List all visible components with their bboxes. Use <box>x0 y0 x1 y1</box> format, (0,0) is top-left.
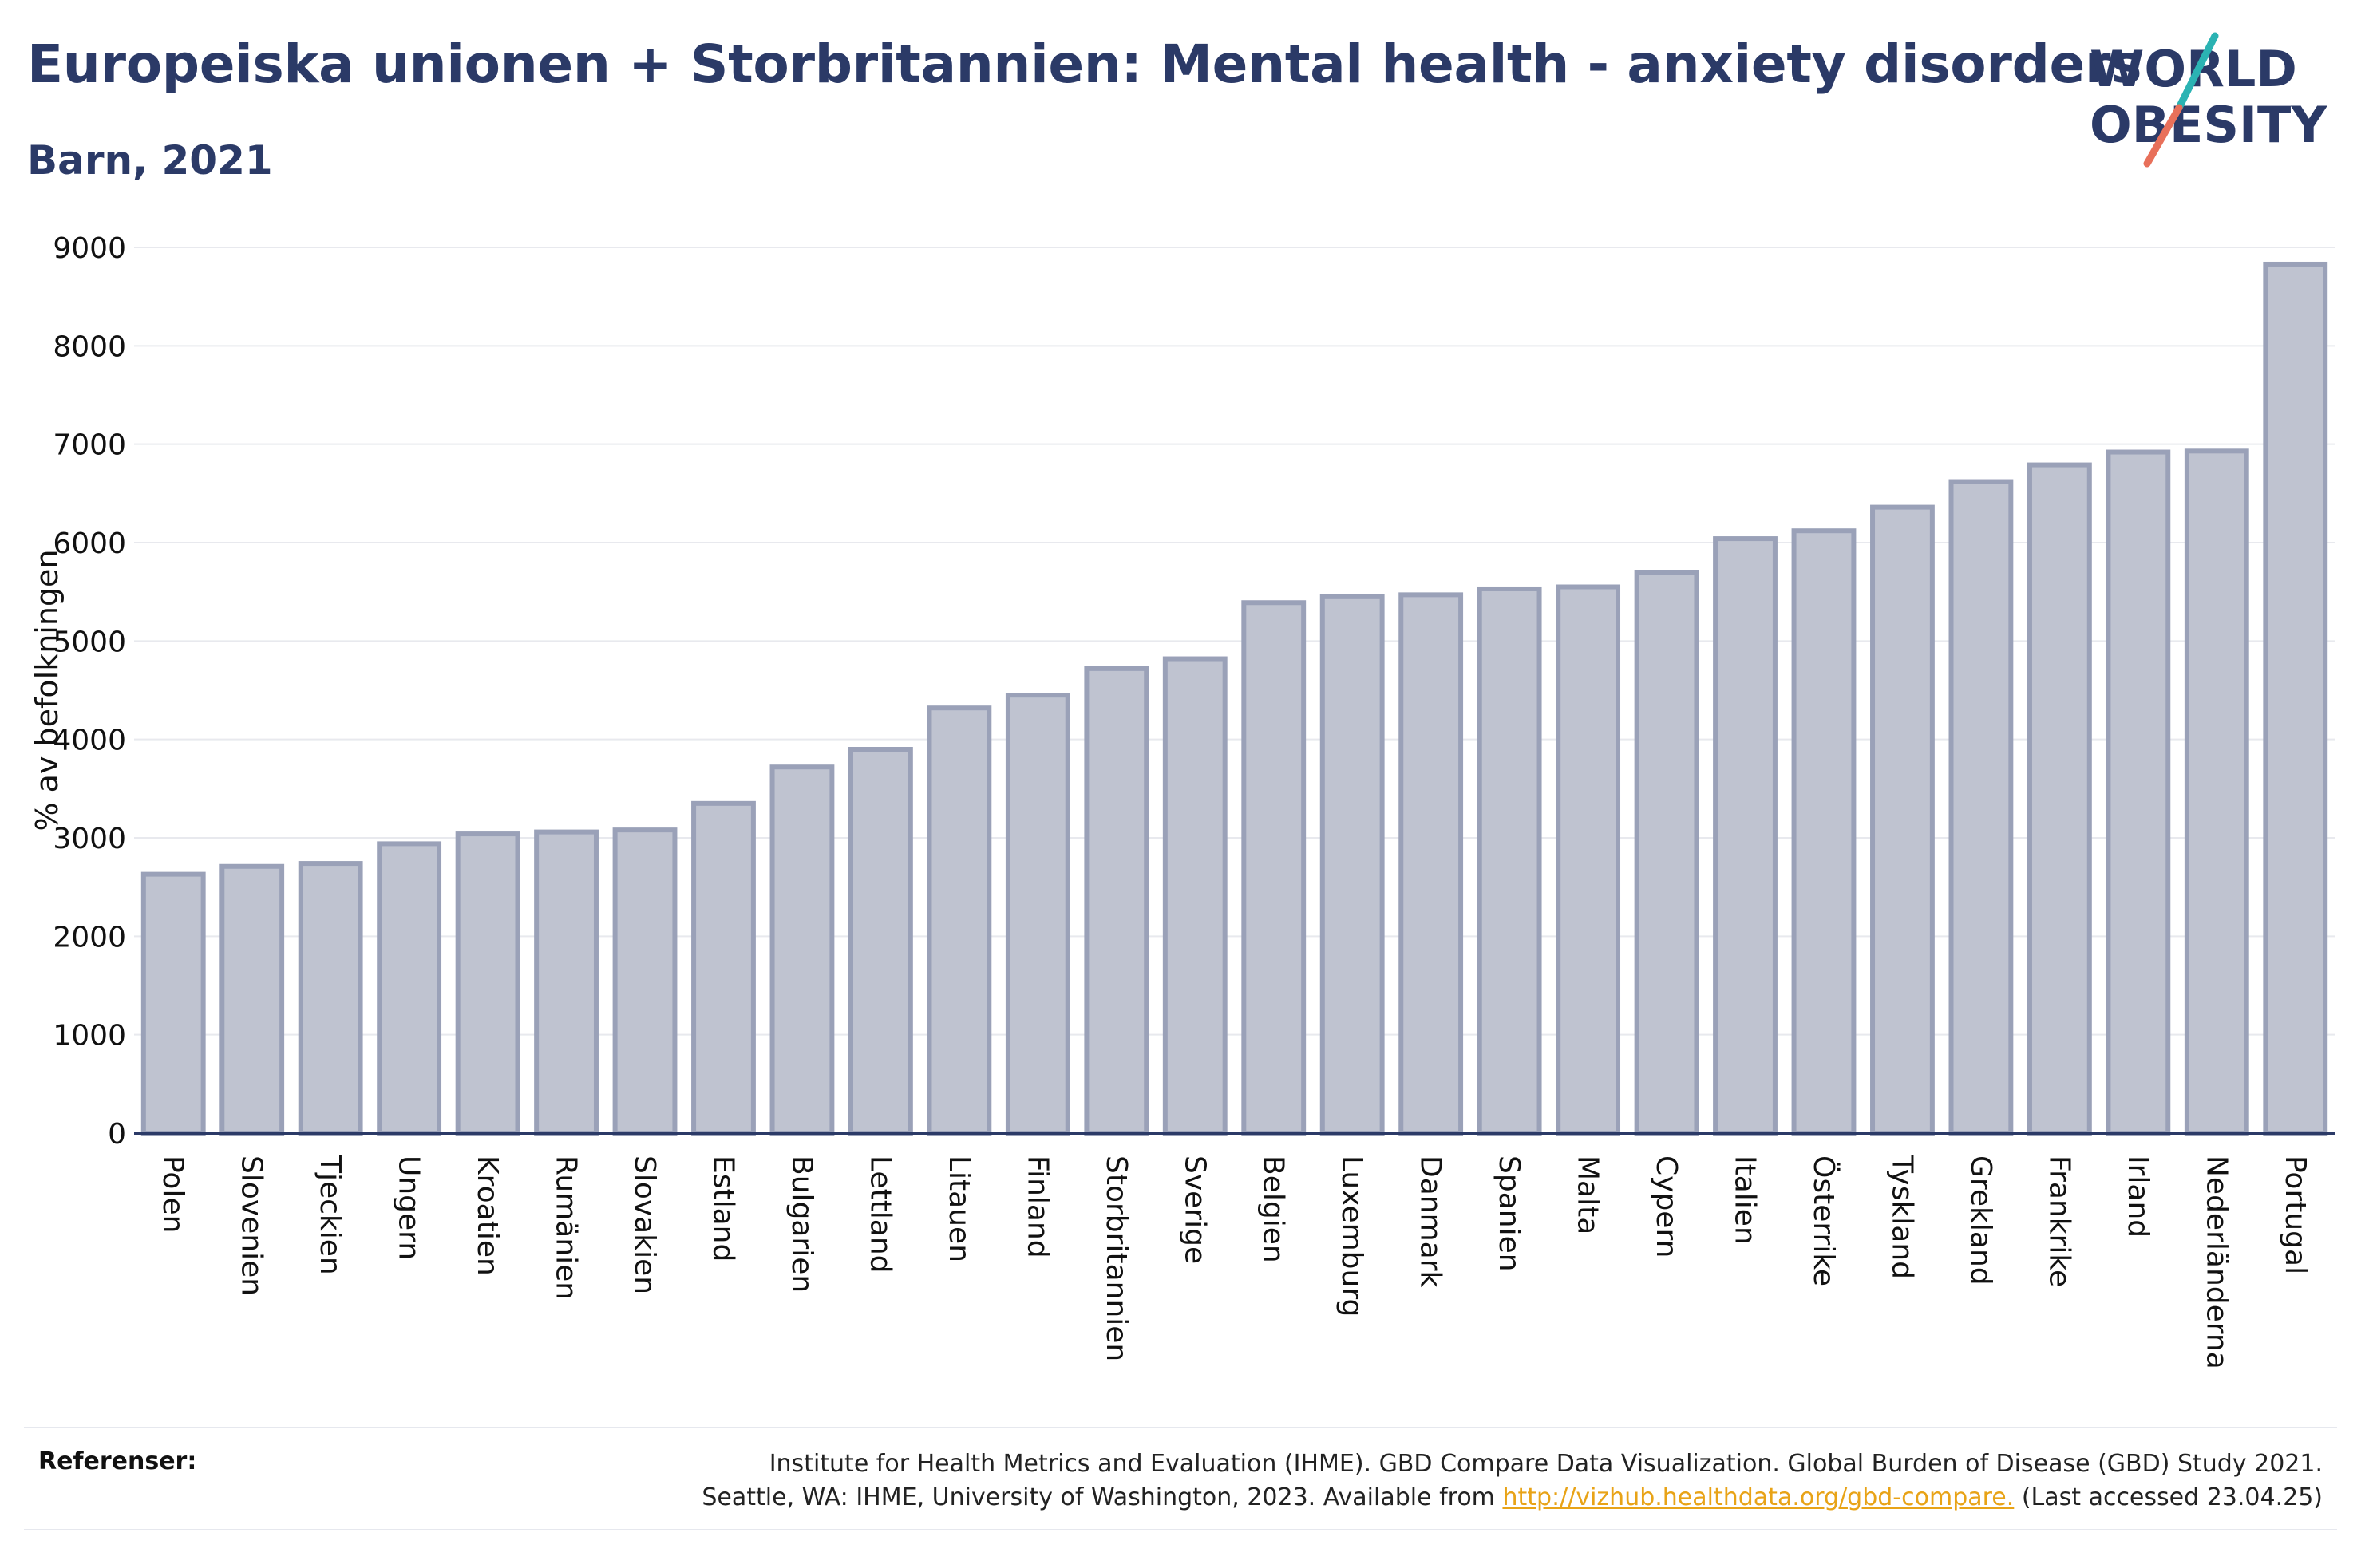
bar-malta <box>1556 584 1621 1136</box>
x-tick-label: Frankrike <box>2043 1155 2075 1287</box>
reference-line1: Institute for Health Metrics and Evaluat… <box>769 1450 2323 1478</box>
bar-danmark <box>1398 592 1464 1136</box>
y-tick-label: 7000 <box>53 429 126 462</box>
x-tick-label: Lettland <box>864 1155 896 1274</box>
logo-coral-stroke <box>2143 104 2183 168</box>
x-tick-label: Bulgarien <box>785 1155 818 1293</box>
bar-slovakien <box>612 827 678 1136</box>
x-tick-label: Rumänien <box>550 1155 583 1300</box>
x-tick-label: Polen <box>156 1155 189 1233</box>
reference-line2-prefix: Seattle, WA: IHME, University of Washing… <box>702 1483 1503 1511</box>
x-tick-label: Malta <box>1572 1155 1604 1234</box>
x-tick-label: Portugal <box>2279 1155 2312 1274</box>
x-tick-label: Cypern <box>1650 1155 1683 1258</box>
bar-cypern <box>1634 570 1699 1136</box>
chart-subtitle: Barn, 2021 <box>27 137 273 184</box>
references-label: Referenser: <box>38 1448 197 1475</box>
bar-nederländerna <box>2184 448 2249 1136</box>
bar-estland <box>691 800 756 1136</box>
bar-irland <box>2106 449 2171 1136</box>
bar-ungern <box>377 841 442 1136</box>
y-tick-label: 5000 <box>53 626 126 658</box>
x-tick-label: Litauen <box>943 1155 975 1262</box>
bar-spanien <box>1477 586 1542 1136</box>
bar-kroatien <box>455 831 520 1136</box>
x-tick-label: Luxemburg <box>1335 1155 1368 1317</box>
logo-teal-stroke <box>2175 32 2219 112</box>
references-text: Institute for Health Metrics and Evaluat… <box>702 1448 2323 1515</box>
x-tick-label: Spanien <box>1493 1155 1525 1272</box>
y-tick-label: 8000 <box>53 330 126 363</box>
x-tick-label: Belgien <box>1257 1155 1290 1263</box>
bar-österrike <box>1791 528 1857 1136</box>
reference-line2: Seattle, WA: IHME, University of Washing… <box>702 1481 2323 1515</box>
logo-line1: WORLD <box>2090 40 2297 98</box>
reference-line2-suffix: (Last accessed 23.04.25) <box>2014 1483 2323 1511</box>
x-tick-label: Kroatien <box>471 1155 504 1276</box>
x-tick-label: Grekland <box>1964 1155 1997 1286</box>
x-tick-label: Storbritannien <box>1100 1155 1133 1361</box>
bar-storbritannien <box>1084 666 1149 1136</box>
bar-tyskland <box>1870 504 1935 1136</box>
x-tick-label: Ungern <box>393 1155 425 1260</box>
y-tick-label: 9000 <box>53 232 126 265</box>
y-tick-label: 2000 <box>53 921 126 954</box>
bar-frankrike <box>2027 462 2092 1136</box>
bar-italien <box>1713 536 1778 1136</box>
bar-luxemburg <box>1319 594 1385 1136</box>
y-tick-label: 6000 <box>53 527 126 560</box>
x-tick-label: Tjeckien <box>314 1155 346 1275</box>
bar-portugal <box>2263 261 2328 1136</box>
x-tick-label: Finland <box>1021 1155 1054 1258</box>
x-tick-label: Nederländerna <box>2200 1155 2232 1369</box>
x-tick-label: Irland <box>2122 1155 2154 1238</box>
y-tick-label: 3000 <box>53 823 126 855</box>
bar-litauen <box>927 705 992 1136</box>
x-tick-label: Danmark <box>1414 1155 1447 1288</box>
bar-bulgarien <box>769 764 835 1136</box>
bar-lettland <box>848 747 913 1136</box>
logo-line2: OBESITY <box>2090 96 2327 154</box>
chart-title: Europeiska unionen + Storbritannien: Men… <box>27 34 2142 95</box>
bar-polen <box>140 871 206 1136</box>
bar-tjeckien <box>298 861 363 1136</box>
bar-finland <box>1005 693 1070 1136</box>
bar-grekland <box>1948 479 2014 1136</box>
bar-chart: 0 1000 2000 3000 4000 5000 6000 7000 8000 9000 % a… <box>30 232 2335 1369</box>
bar-rumänien <box>534 829 599 1136</box>
bar-sverige <box>1162 656 1228 1136</box>
x-tick-label: Estland <box>706 1155 739 1262</box>
bar-slovenien <box>219 863 285 1136</box>
y-tick-label: 0 <box>108 1118 126 1151</box>
world-obesity-logo: WORLD OBESITY <box>2090 32 2327 168</box>
x-tick-label: Slovakien <box>628 1155 661 1294</box>
y-tick-label: 1000 <box>53 1020 126 1053</box>
x-tick-label: Sverige <box>1178 1155 1211 1264</box>
bar-belgien <box>1241 600 1307 1136</box>
references-section: Referenser: Institute for Health Metrics… <box>24 1427 2337 1530</box>
y-tick-label: 4000 <box>53 725 126 757</box>
x-tick-label: Tyskland <box>1885 1155 1918 1279</box>
y-axis-label: % av befolkningen <box>30 549 65 831</box>
x-tick-label: Österrike <box>1807 1155 1841 1286</box>
reference-link[interactable]: http://vizhub.healthdata.org/gbd-compare… <box>1502 1483 2015 1511</box>
x-tick-label: Slovenien <box>235 1155 268 1296</box>
x-tick-label: Italien <box>1729 1155 1762 1245</box>
